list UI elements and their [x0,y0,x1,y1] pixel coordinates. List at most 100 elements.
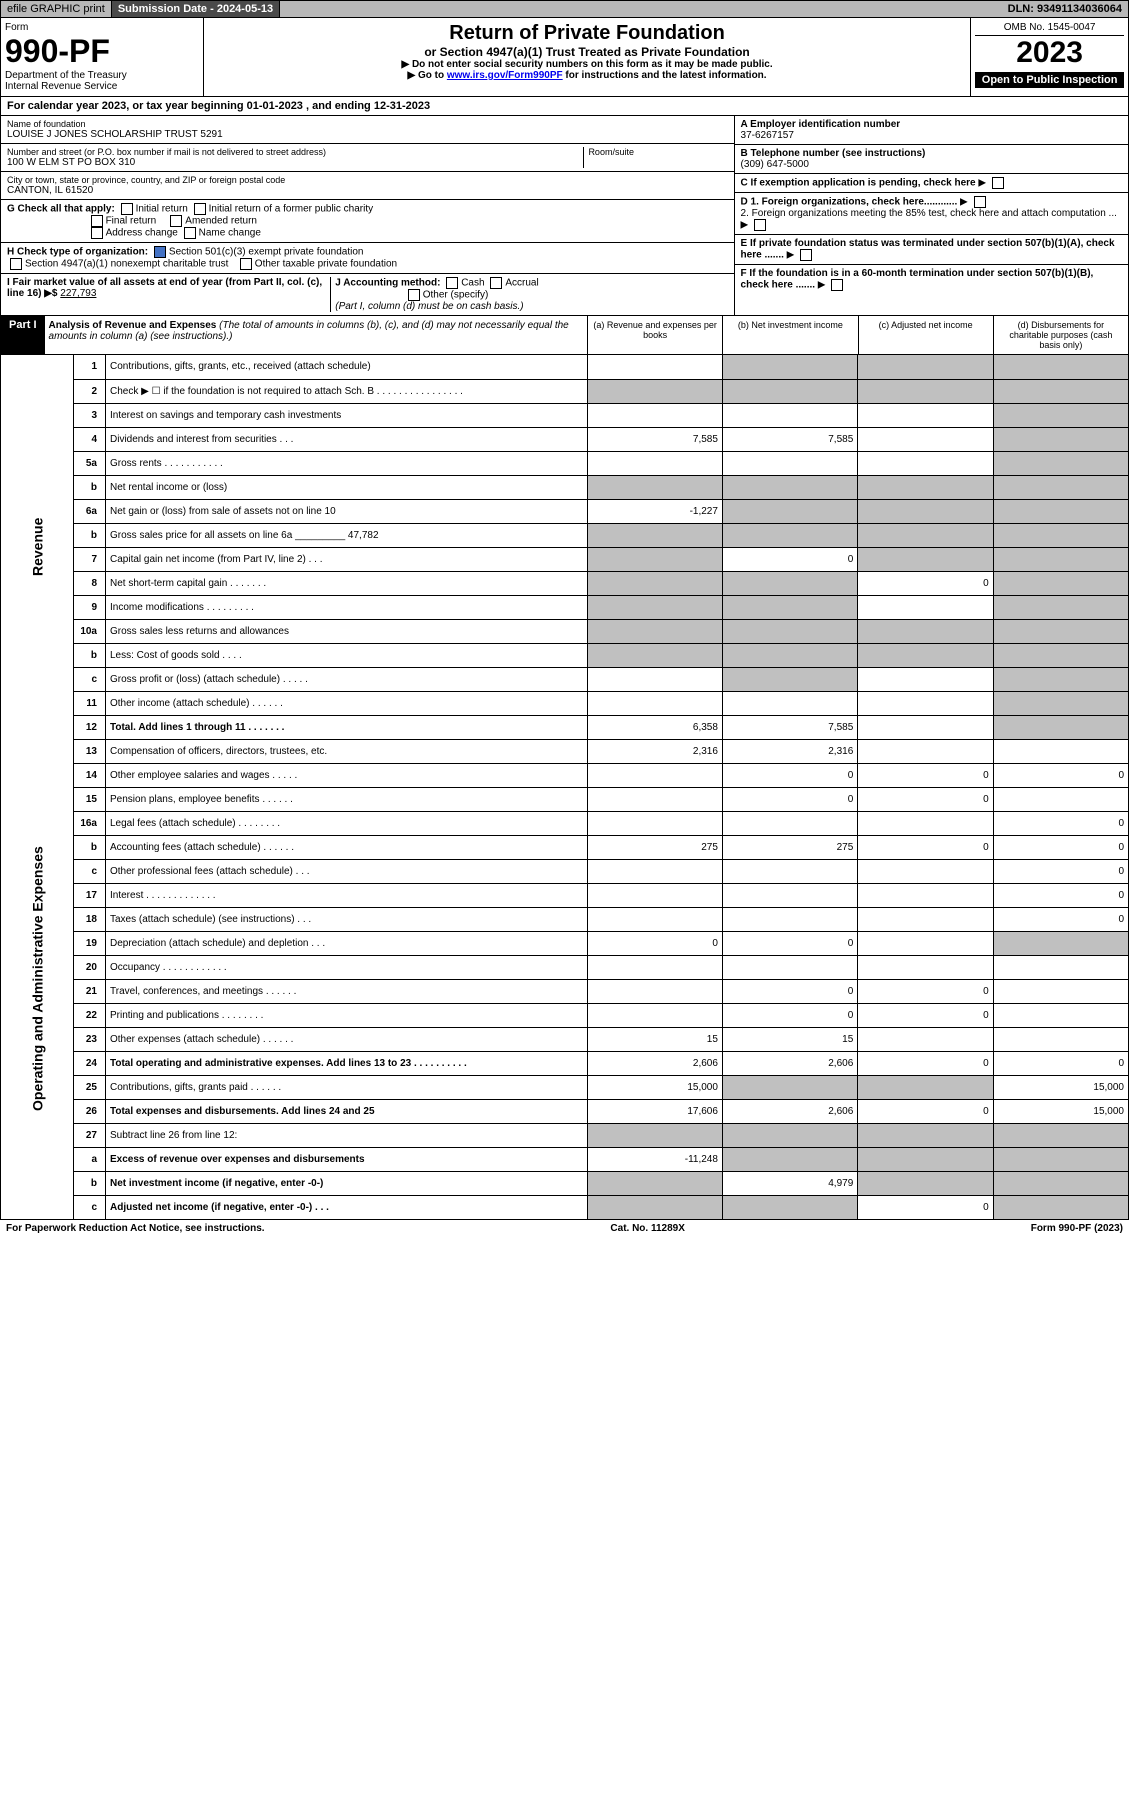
4947a1-checkbox[interactable] [10,258,22,270]
line-desc: Occupancy . . . . . . . . . . . . [106,955,588,979]
name-change-checkbox[interactable] [184,227,196,239]
accrual-checkbox[interactable] [490,277,502,289]
ein-label: A Employer identification number [741,119,1122,130]
line-value [587,811,722,835]
submission-date: Submission Date - 2024-05-13 [112,1,280,17]
60month-checkbox[interactable] [831,279,843,291]
instr1: ▶ Do not enter social security numbers o… [208,59,966,70]
table-row: 21Travel, conferences, and meetings . . … [1,979,1129,1003]
line-value [858,643,993,667]
table-row: 5aGross rents . . . . . . . . . . . [1,451,1129,475]
line-value [587,619,722,643]
form-number: 990-PF [5,33,199,70]
line-number: 2 [74,379,106,403]
other-method-checkbox[interactable] [408,289,420,301]
line-number: 17 [74,883,106,907]
omb: OMB No. 1545-0047 [975,22,1124,36]
foreign-org-checkbox[interactable] [974,196,986,208]
line-value [993,451,1128,475]
other-taxable-checkbox[interactable] [240,258,252,270]
line-number: 13 [74,739,106,763]
line-value: 15,000 [587,1075,722,1099]
cash-checkbox[interactable] [446,277,458,289]
dln: DLN: 93491134036064 [1002,1,1128,17]
line-value [722,523,857,547]
line-number: c [74,859,106,883]
table-row: aExcess of revenue over expenses and dis… [1,1147,1129,1171]
line-value [587,355,722,379]
line-number: 11 [74,691,106,715]
address-change-checkbox[interactable] [91,227,103,239]
table-row: 2Check ▶ ☐ if the foundation is not requ… [1,379,1129,403]
line-desc: Income modifications . . . . . . . . . [106,595,588,619]
line-number: 3 [74,403,106,427]
section-f: F If the foundation is in a 60-month ter… [735,265,1128,294]
efile-label[interactable]: efile GRAPHIC print [1,1,112,17]
line-value: 0 [993,811,1128,835]
line-value [993,1147,1128,1171]
line-desc: Excess of revenue over expenses and disb… [106,1147,588,1171]
line-value [993,499,1128,523]
line-desc: Other professional fees (attach schedule… [106,859,588,883]
line-value [587,883,722,907]
line-value [587,1171,722,1195]
line-value: 0 [722,547,857,571]
line-value [722,595,857,619]
section-j: J Accounting method: Cash Accrual Other … [331,277,727,312]
line-value [722,379,857,403]
line-value: 0 [858,979,993,1003]
line-value [722,355,857,379]
table-row: 6aNet gain or (loss) from sale of assets… [1,499,1129,523]
line-value [858,403,993,427]
address: 100 W ELM ST PO BOX 310 [7,157,583,168]
irs: Internal Revenue Service [5,81,199,92]
line-value [587,523,722,547]
line-value: 0 [858,1195,993,1219]
line-value [722,811,857,835]
line-value [858,619,993,643]
line-number: c [74,1195,106,1219]
501c3-checkbox[interactable] [154,246,166,258]
section-h: H Check type of organization: Section 50… [1,243,734,274]
line-value [993,739,1128,763]
line-value [993,523,1128,547]
line-number: 16a [74,811,106,835]
line-number: 6a [74,499,106,523]
line-value [722,571,857,595]
terminated-checkbox[interactable] [800,249,812,261]
line-value [993,379,1128,403]
cat-no: Cat. No. 11289X [610,1223,684,1234]
line-value: 0 [858,1099,993,1123]
line-number: 18 [74,907,106,931]
foreign-85-checkbox[interactable] [754,219,766,231]
table-row: bNet rental income or (loss) [1,475,1129,499]
instr2: ▶ Go to www.irs.gov/Form990PF for instru… [208,70,966,81]
line-number: 15 [74,787,106,811]
line-value [722,1123,857,1147]
amended-checkbox[interactable] [170,215,182,227]
line-desc: Legal fees (attach schedule) . . . . . .… [106,811,588,835]
line-value [587,643,722,667]
line-value: 0 [993,907,1128,931]
line-value [858,595,993,619]
section-c: C If exemption application is pending, c… [735,174,1128,193]
initial-return-checkbox[interactable] [121,203,133,215]
final-return-checkbox[interactable] [91,215,103,227]
line-desc: Gross sales less returns and allowances [106,619,588,643]
line-desc: Dividends and interest from securities .… [106,427,588,451]
line-value [993,715,1128,739]
initial-public-checkbox[interactable] [194,203,206,215]
line-value: 275 [587,835,722,859]
line-value: 2,606 [587,1051,722,1075]
line-value: 0 [722,763,857,787]
line-value: 0 [858,571,993,595]
section-i: I Fair market value of all assets at end… [7,277,331,312]
exemption-checkbox[interactable] [992,177,1004,189]
calendar-year: For calendar year 2023, or tax year begi… [0,97,1129,116]
line-desc: Other expenses (attach schedule) . . . .… [106,1027,588,1051]
line-value [858,523,993,547]
line-desc: Gross rents . . . . . . . . . . . [106,451,588,475]
line-value [722,907,857,931]
form990pf-link[interactable]: www.irs.gov/Form990PF [447,70,563,81]
line-value [722,475,857,499]
